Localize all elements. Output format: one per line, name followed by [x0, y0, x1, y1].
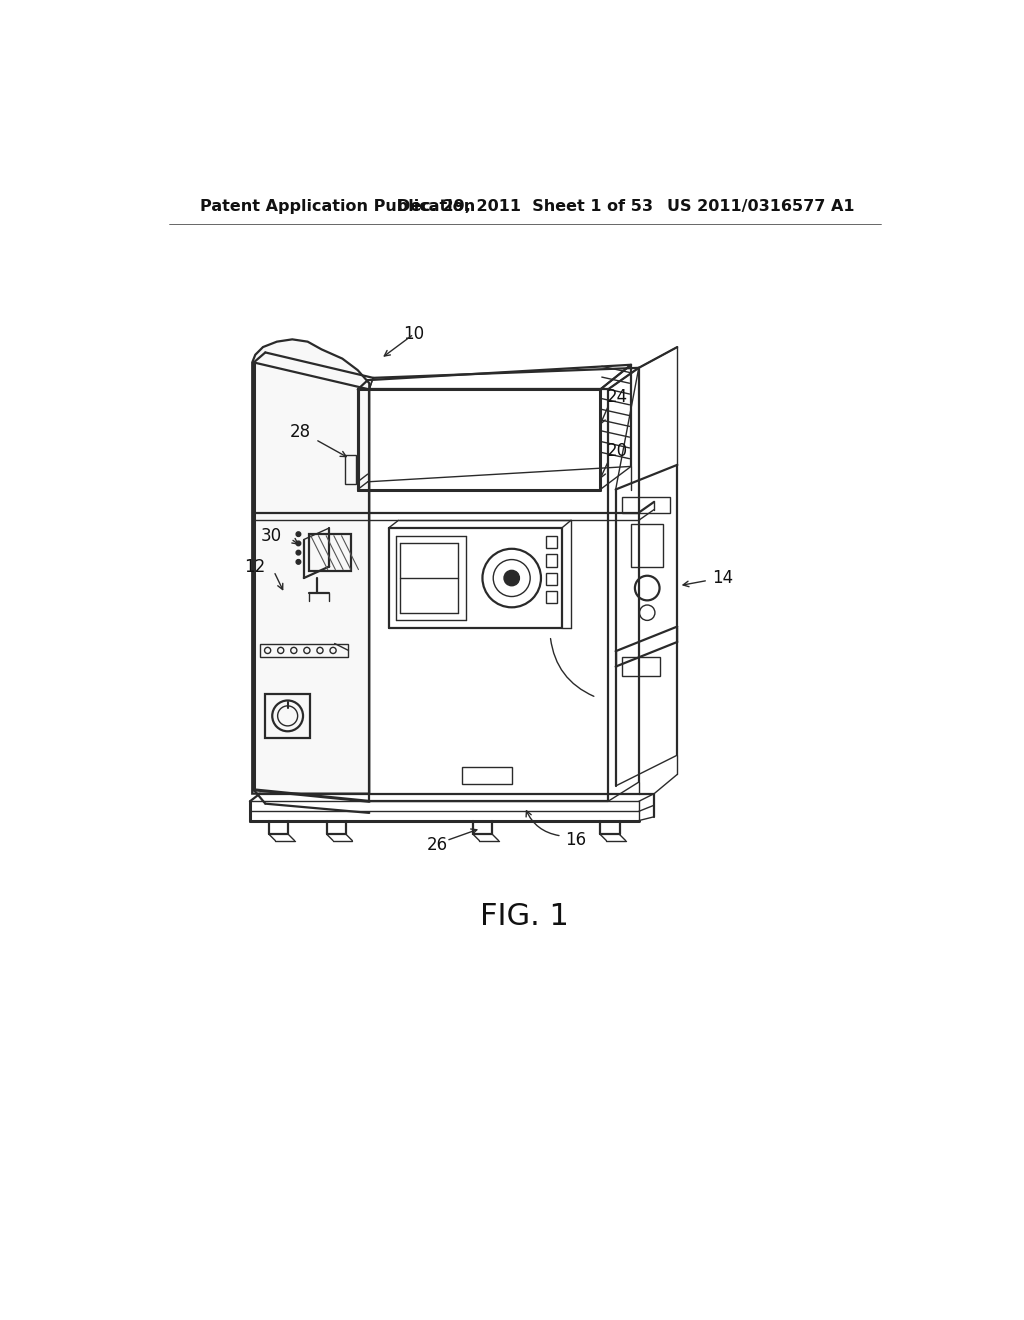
- Text: FIG. 1: FIG. 1: [480, 903, 569, 932]
- Text: 12: 12: [244, 557, 265, 576]
- Circle shape: [296, 532, 301, 536]
- Text: US 2011/0316577 A1: US 2011/0316577 A1: [667, 198, 854, 214]
- Circle shape: [296, 541, 301, 545]
- Text: Patent Application Publication: Patent Application Publication: [200, 198, 475, 214]
- Bar: [260, 644, 348, 657]
- Text: 16: 16: [565, 830, 587, 849]
- Bar: [631, 524, 664, 566]
- Text: 20: 20: [606, 442, 628, 459]
- Bar: [547, 554, 557, 566]
- Bar: [547, 573, 557, 585]
- Bar: [547, 591, 557, 603]
- Text: 30: 30: [261, 527, 283, 545]
- Circle shape: [504, 570, 519, 586]
- Polygon shape: [252, 339, 370, 793]
- Bar: [309, 535, 351, 572]
- Circle shape: [296, 560, 301, 564]
- Text: 28: 28: [290, 422, 310, 441]
- Circle shape: [296, 550, 301, 554]
- Bar: [265, 693, 310, 738]
- Text: 24: 24: [606, 388, 628, 407]
- Text: 14: 14: [712, 569, 733, 587]
- Text: 26: 26: [426, 837, 447, 854]
- Bar: [462, 767, 512, 784]
- Text: 10: 10: [403, 325, 425, 343]
- Bar: [622, 498, 670, 512]
- Bar: [547, 536, 557, 548]
- Bar: [622, 657, 660, 676]
- Bar: [345, 455, 356, 484]
- Text: Dec. 29, 2011  Sheet 1 of 53: Dec. 29, 2011 Sheet 1 of 53: [396, 198, 653, 214]
